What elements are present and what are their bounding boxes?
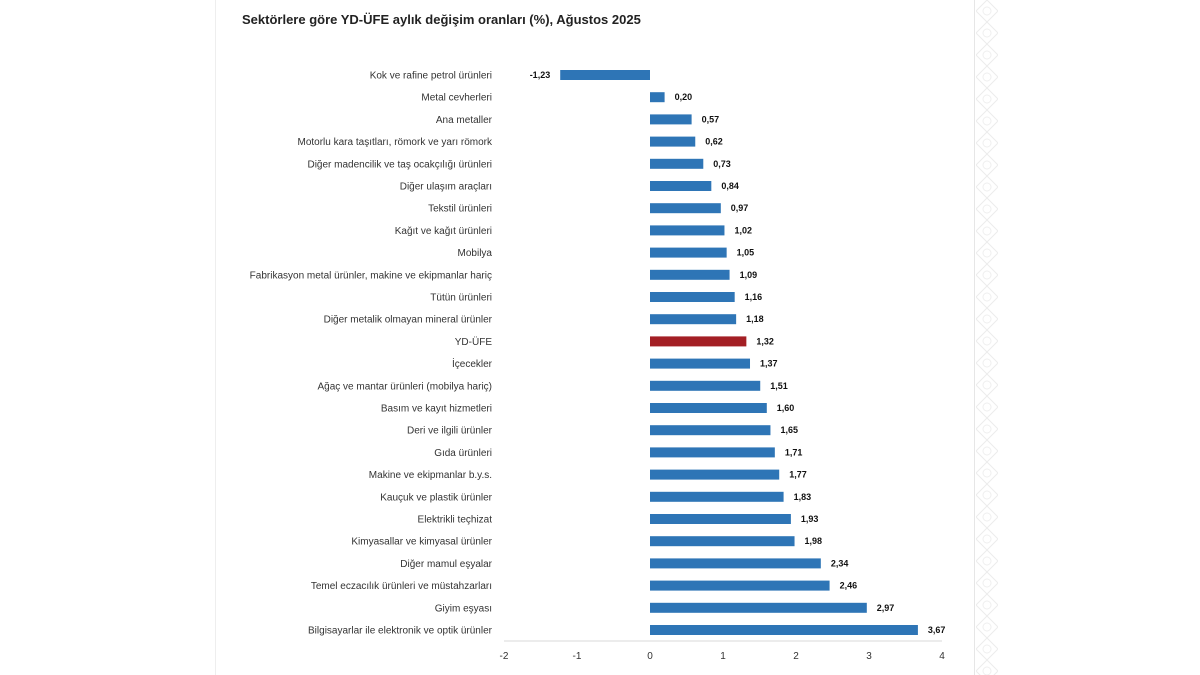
data-label: 0,57 <box>702 114 720 124</box>
category-label: İçecekler <box>452 357 493 370</box>
category-label: Elektrikli teçhizat <box>418 515 493 526</box>
category-label: Bilgisayarlar ile elektronik ve optik ür… <box>308 626 493 637</box>
bar <box>650 336 747 347</box>
category-label: Diğer mamul eşyalar <box>400 559 492 570</box>
category-label: Ağaç ve mantar ürünleri (mobilya hariç) <box>317 381 492 392</box>
bar <box>650 314 737 325</box>
bar <box>650 625 918 635</box>
x-tick-label: 2 <box>793 651 799 662</box>
bar <box>650 269 730 280</box>
data-label: 1,09 <box>740 270 758 280</box>
bar <box>650 136 696 147</box>
category-label: Kimyasallar ve kimyasal ürünler <box>351 537 492 548</box>
bar <box>650 158 704 169</box>
decorative-pattern <box>976 0 998 675</box>
bar <box>650 558 821 569</box>
category-label: Basım ve kayıt hizmetleri <box>381 404 492 415</box>
category-label: Mobilya <box>458 248 493 259</box>
data-label: 0,20 <box>675 92 693 102</box>
category-label: Metal cevherleri <box>421 93 492 104</box>
category-label: Makine ve ekipmanlar b.y.s. <box>369 470 492 481</box>
x-tick-label: 4 <box>939 651 945 662</box>
x-axis: -2 -1 0 1 2 3 4 <box>500 640 945 662</box>
x-tick-label: 1 <box>720 651 726 662</box>
value-labels: -1,23 0,20 0,57 0,62 0,73 0,84 0,97 1,02 1,05 1,0… <box>530 70 946 635</box>
bar <box>650 425 771 436</box>
data-label: 1,77 <box>789 470 807 480</box>
bar <box>560 70 650 80</box>
bar <box>650 92 665 103</box>
bars <box>560 70 918 635</box>
data-label: 1,93 <box>801 514 819 524</box>
bar <box>650 380 761 391</box>
bar <box>650 491 784 502</box>
data-label: 2,34 <box>831 558 849 568</box>
x-tick-label: -1 <box>573 651 582 662</box>
category-labels: Kok ve rafine petrol ürünleri Metal cevhe… <box>250 71 493 637</box>
bar <box>650 203 721 214</box>
bar <box>650 536 795 547</box>
data-label: 2,46 <box>840 581 858 591</box>
data-label: 1,37 <box>760 359 778 369</box>
category-label: Diğer metalik olmayan mineral ürünler <box>324 315 493 326</box>
data-label: 1,60 <box>777 403 795 413</box>
category-label: Kok ve rafine petrol ürünleri <box>370 71 492 82</box>
bar <box>650 181 712 191</box>
category-label: Deri ve ilgili ürünler <box>407 426 493 437</box>
category-label: Diğer madencilik ve taş ocakçılığı ürünl… <box>307 159 492 170</box>
category-label: Gıda ürünleri <box>434 448 492 459</box>
data-label: 1,71 <box>785 447 803 457</box>
data-label: 1,05 <box>737 248 755 258</box>
data-label: 1,65 <box>780 425 798 435</box>
bar <box>650 602 867 613</box>
data-label: 0,97 <box>731 203 749 213</box>
category-label: Temel eczacılık ürünleri ve müstahzarlar… <box>311 581 492 592</box>
data-label: 1,18 <box>746 314 764 324</box>
bar <box>650 580 830 591</box>
data-label: 0,84 <box>721 181 739 191</box>
category-label: Diğer ulaşım araçları <box>400 182 492 193</box>
x-tick-label: 0 <box>647 651 653 662</box>
bar <box>650 469 780 480</box>
x-tick-label: 3 <box>866 651 872 662</box>
data-label: 1,02 <box>734 225 752 235</box>
data-label: 1,83 <box>794 492 812 502</box>
category-label: Tütün ürünleri <box>430 293 492 304</box>
data-label: -1,23 <box>530 70 551 80</box>
data-label: 0,62 <box>705 137 723 147</box>
data-label: 0,73 <box>713 159 731 169</box>
bar <box>650 292 735 302</box>
bar <box>650 403 767 413</box>
data-label: 1,32 <box>756 336 774 346</box>
bar <box>650 358 751 369</box>
category-label: Tekstil ürünleri <box>428 204 492 215</box>
category-label: Kauçuk ve plastik ürünler <box>380 492 492 503</box>
category-label: Giyim eşyası <box>435 603 492 614</box>
bar <box>650 447 775 458</box>
category-label: Kağıt ve kağıt ürünleri <box>395 226 492 237</box>
chart-title: Sektörlere göre YD-ÜFE aylık değişim ora… <box>242 12 641 27</box>
data-label: 3,67 <box>928 625 946 635</box>
data-label: 2,97 <box>877 603 895 613</box>
category-label: Motorlu kara taşıtları, römork ve yarı r… <box>298 137 493 148</box>
chart-panel <box>215 0 975 675</box>
x-tick-label: -2 <box>500 651 509 662</box>
category-label: YD-ÜFE <box>455 336 493 348</box>
data-label: 1,51 <box>770 381 788 391</box>
bar <box>650 247 727 258</box>
data-label: 1,16 <box>745 292 763 302</box>
data-label: 1,98 <box>805 536 823 546</box>
bar <box>650 225 725 236</box>
bar <box>650 514 791 524</box>
category-label: Ana metaller <box>436 115 493 126</box>
bar <box>650 114 692 125</box>
category-label: Fabrikasyon metal ürünler, makine ve eki… <box>250 270 492 281</box>
